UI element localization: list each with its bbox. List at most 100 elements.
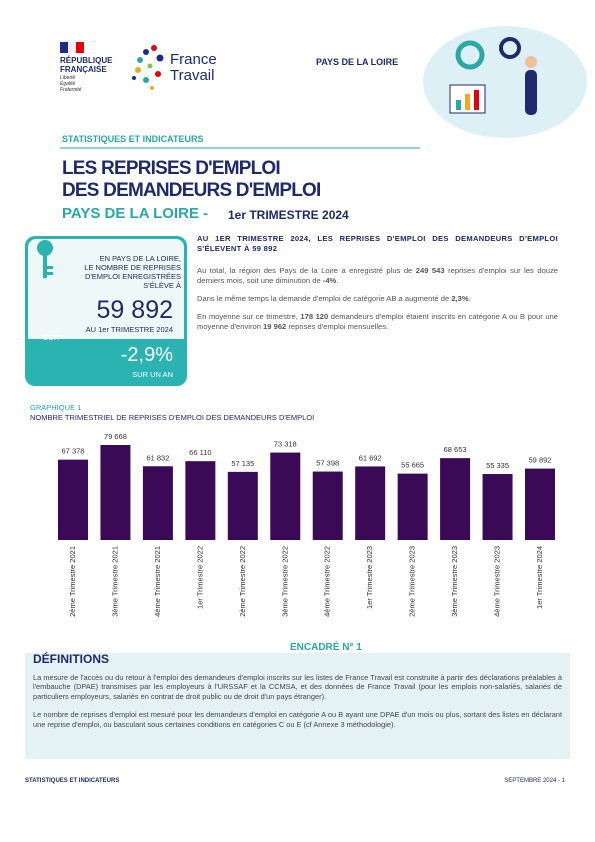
section: STATISTIQUES ET INDICATEURS xyxy=(62,134,204,144)
value-label: 66 110 xyxy=(189,448,211,457)
text: Au total, la région des Pays de la Loire… xyxy=(197,266,416,275)
subtitle-region: PAYS DE LA LOIRE - xyxy=(62,205,209,222)
summary-paragraph: Au total, la région des Pays de la Loire… xyxy=(197,266,558,286)
value-label: 67 378 xyxy=(62,447,85,456)
x-tick-label: 3ème Trimestre 2021 xyxy=(110,546,119,617)
summary-paragraph: Dans le même temps la demande d'emploi d… xyxy=(197,294,558,304)
text: En moyenne sur ce trimestre, xyxy=(197,312,301,321)
text: reprises d'emploi sur les douze derniers… xyxy=(197,266,559,285)
bar xyxy=(482,474,513,540)
x-tick-label: 1er Trimestre 2023 xyxy=(365,546,374,609)
person xyxy=(525,70,537,115)
header-graphics xyxy=(60,26,587,149)
value-label: 59 892 xyxy=(529,456,552,465)
x-tick-label: 4ème Trimestre 2021 xyxy=(153,546,162,617)
figure: 19 962 xyxy=(263,322,287,331)
brand-dots xyxy=(132,45,164,90)
logo-text: FRANÇAISE xyxy=(60,65,107,74)
key-change-label: SUR UN AN xyxy=(132,370,173,379)
x-tick-label: 2ème Trimestre 2023 xyxy=(408,546,417,617)
brand: France Travail xyxy=(170,52,217,84)
value-label: 55 335 xyxy=(486,461,509,470)
logo-text: Liberté xyxy=(60,75,76,81)
footer-page: 1 xyxy=(561,778,565,784)
brand-text: France xyxy=(170,51,217,68)
footer-date: SEPTEMBRE 2024 - xyxy=(504,778,560,784)
illustration-bar xyxy=(465,94,470,110)
bar xyxy=(525,468,555,540)
chart-title: NOMBRE TRIMESTRIEL DE REPRISES D'EMPLOI … xyxy=(30,413,314,422)
bar xyxy=(440,458,471,540)
key-intro-line: S'ÉLÈVE À xyxy=(143,281,181,290)
x-tick-label: 3ème Trimestre 2022 xyxy=(280,546,289,617)
key-intro-line: EN PAYS DE LA LOIRE, xyxy=(99,254,181,263)
text: reprises d'emploi mensuelles. xyxy=(286,322,389,331)
value-label: 68 653 xyxy=(444,445,467,454)
text: demandeurs d'emploi étaient inscrits en … xyxy=(197,312,559,331)
box-paragraph: Le nombre de reprises d'emploi est mesur… xyxy=(33,710,562,729)
text: Dans le même temps la demande d'emploi d… xyxy=(197,294,452,303)
value-label: 57 398 xyxy=(316,459,339,468)
figure: 249 543 xyxy=(415,266,445,275)
key-change: -2,9% xyxy=(120,344,173,366)
logo-text: Égalité xyxy=(60,81,76,87)
figure: -4% xyxy=(322,276,337,285)
key-intro: EN PAYS DE LA LOIRE, LE NOMBRE DE REPRIS… xyxy=(84,254,181,290)
value-label: 61 692 xyxy=(359,453,382,462)
x-tick-label: 1er Trimestre 2024 xyxy=(535,546,544,609)
summary-heading: AU 1ER TRIMESTRE 2024, LES REPRISES D'EM… xyxy=(197,234,558,253)
x-tick-label: 4ème Trimestre 2023 xyxy=(493,546,502,617)
key-intro-line: D'EMPLOI ENREGISTRÉES xyxy=(84,272,181,281)
flag-red xyxy=(76,42,84,53)
box-title: DÉFINITIONS xyxy=(33,652,110,666)
gear xyxy=(499,37,521,59)
x-tick-label: 2ème Trimestre 2022 xyxy=(238,546,247,617)
brand-text: Travail xyxy=(170,67,215,84)
box-paragraph: La mesure de l'accès ou du retour à l'em… xyxy=(33,672,562,701)
key-value: 59 892 xyxy=(96,296,173,324)
title-line: LES REPRISES D'EMPLOI xyxy=(62,158,281,179)
logo-text: Fraternité xyxy=(60,87,82,93)
flag-white xyxy=(68,42,76,53)
footer-left: STATISTIQUES ET INDICATEURS xyxy=(25,778,120,784)
key-period: AU 1er TRIMESTRE 2024 xyxy=(85,325,173,334)
figure: 178 120 xyxy=(300,312,329,321)
bar xyxy=(312,471,343,540)
person-head xyxy=(525,56,537,68)
republique: RÉPUBLIQUE FRANÇAISE xyxy=(60,56,112,74)
definitions-box: DÉFINITIONS La mesure de l'accès ou du r… xyxy=(25,653,570,759)
text: . xyxy=(336,276,339,285)
title-line: DES DEMANDEURS D'EMPLOI xyxy=(62,180,321,201)
bar xyxy=(185,461,216,540)
bar xyxy=(227,471,258,540)
logo-text: RÉPUBLIQUE xyxy=(60,56,113,65)
bar xyxy=(58,459,88,540)
illustration-bar xyxy=(456,100,461,110)
key-icon xyxy=(37,240,53,278)
devise: Liberté Égalité Fraternité xyxy=(60,75,81,93)
x-tick-label: 3ème Trimestre 2023 xyxy=(450,546,459,617)
value-label: 57 135 xyxy=(231,459,254,468)
x-tick-label: 1er Trimestre 2022 xyxy=(195,546,204,609)
bar xyxy=(100,445,131,540)
key-intro-line: LE NOMBRE DE REPRISES xyxy=(84,263,181,272)
summary-paragraph: En moyenne sur ce trimestre, 178 120 dem… xyxy=(197,312,558,332)
bar xyxy=(270,452,301,540)
x-tick-label: 4ème Trimestre 2022 xyxy=(323,546,332,617)
flag-blue xyxy=(60,42,68,53)
key-panel xyxy=(28,239,184,339)
value-label: 61 832 xyxy=(146,453,169,462)
bar xyxy=(397,473,428,540)
key-box: EN PAYS DE LA LOIRE, LE NOMBRE DE REPRIS… xyxy=(25,236,187,386)
value-label: 55 665 xyxy=(401,461,424,470)
title: LES REPRISES D'EMPLOI DES DEMANDEURS D'E… xyxy=(62,158,321,202)
subtitle-period: 1er TRIMESTRE 2024 xyxy=(228,208,349,222)
value-label: 73 318 xyxy=(274,440,297,449)
chart-label: GRAPHIQUE 1 xyxy=(30,403,81,412)
illustration-bar xyxy=(474,90,479,110)
x-tick-label: 2ème Trimestre 2021 xyxy=(68,546,77,617)
key-soit: SOIT xyxy=(43,333,61,342)
text: . xyxy=(468,294,471,303)
chart: GRAPHIQUE 1 NOMBRE TRIMESTRIEL DE REPRIS… xyxy=(30,403,555,617)
